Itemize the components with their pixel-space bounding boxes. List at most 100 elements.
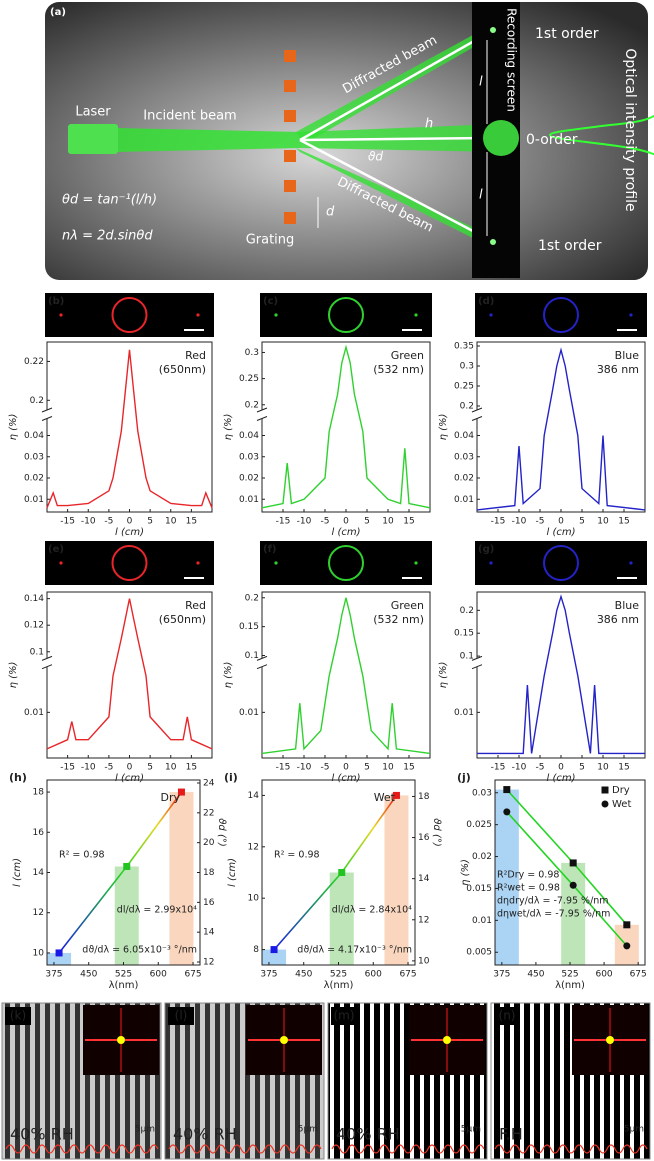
label: l (479, 75, 483, 90)
chart-title: Blue (615, 599, 640, 612)
x-tick-label: -10 (81, 763, 96, 773)
x-tick-label: 10 (165, 763, 177, 773)
y-tick-label: 0.02 (472, 852, 492, 862)
y2-tick-label: 14 (203, 928, 215, 938)
y-tick-label: 0.12 (24, 621, 44, 631)
x-tick-label: -5 (104, 517, 113, 527)
y-tick-label: 0.02 (454, 474, 474, 484)
spot (629, 561, 633, 565)
x-tick-label: 5 (147, 763, 153, 773)
spot (489, 313, 493, 317)
y2-axis-label: ϑd (°) (216, 818, 227, 847)
y-tick-label: 0.15 (239, 622, 259, 632)
y-tick-label: 0.3 (460, 362, 474, 372)
panel-label: (i) (224, 771, 238, 784)
label-box (168, 1007, 194, 1025)
legend-label: Wet (612, 799, 631, 810)
spot (629, 313, 633, 317)
y-tick-label: 8 (253, 945, 259, 955)
x-tick-label: 450 (295, 970, 312, 980)
panel-label: (c) (263, 296, 278, 307)
y-tick-label: 0.01 (24, 708, 44, 718)
point (338, 869, 346, 876)
y-tick-label: 0.1 (30, 647, 44, 657)
x-tick-label: 525 (115, 970, 132, 980)
chart-subtitle: (650nm) (159, 613, 206, 626)
spot (274, 313, 278, 317)
x-tick-label: 0 (558, 517, 564, 527)
chart-title: Red (185, 349, 206, 362)
spot (196, 561, 200, 565)
y-tick-label: 0.01 (454, 708, 474, 718)
highlight-band (494, 789, 519, 965)
y-tick-label: 10 (248, 894, 260, 904)
annotation: dϑ/dλ = 4.17x10⁻³ °/nm (297, 945, 412, 956)
label-box (5, 1007, 31, 1025)
ring (543, 297, 579, 333)
x-tick-label: 10 (382, 517, 394, 527)
x-tick-label: -10 (512, 763, 527, 773)
x-tick-label: 15 (403, 517, 414, 527)
first-spot (490, 239, 496, 245)
y-axis-label: η (%) (8, 662, 19, 689)
spot (59, 313, 63, 317)
panel-a: (a) Laser Incident beam Diffracted beam … (45, 2, 654, 280)
profile-trace (494, 1144, 648, 1154)
label: l (479, 188, 483, 203)
x-tick-label: 675 (184, 970, 201, 980)
label: Grating (246, 233, 295, 248)
panel-label: (f) (263, 544, 277, 555)
intensity-profile (548, 111, 654, 169)
profile-trace (331, 1144, 485, 1154)
spot (59, 561, 63, 565)
panel-label: (l) (175, 1009, 188, 1023)
label: Laser (75, 105, 111, 120)
y-tick-label: 14 (33, 868, 45, 878)
spot (414, 313, 418, 317)
condition-label: 40% RH (336, 1125, 400, 1144)
point (123, 862, 131, 870)
x-tick-label: 15 (618, 517, 629, 527)
x-axis-label: l (cm) (115, 773, 144, 784)
spot (274, 561, 278, 565)
panel-label: (e) (48, 544, 64, 555)
annotation: R²wet = 0.98 (497, 883, 560, 894)
annotation: dl/dλ = 2.99x10⁴ (117, 905, 197, 916)
annotation: Wet (374, 791, 396, 804)
y-tick-label: 0.2 (30, 396, 44, 406)
x-tick-label: 5 (579, 517, 585, 527)
axis-break (258, 410, 266, 419)
fft-center (443, 1036, 451, 1044)
chart-title: Red (185, 599, 206, 612)
y-tick-label: 0.2 (460, 402, 474, 412)
condition-label: F.H (499, 1125, 523, 1144)
axis-break (473, 658, 481, 667)
panel-label: (m) (333, 1009, 354, 1023)
line-series (261, 344, 431, 509)
point (503, 808, 511, 816)
y2-tick-label: 16 (203, 898, 215, 908)
x-tick-label: 600 (595, 970, 612, 980)
x-tick-label: 5 (364, 763, 370, 773)
y-tick-label: 0.04 (239, 431, 259, 441)
y-tick-label: 18 (33, 788, 45, 798)
x-tick-label: 450 (527, 970, 544, 980)
break-mark (256, 655, 268, 670)
profile-trace (168, 1144, 322, 1154)
y-tick-label: 0.15 (454, 629, 474, 639)
y-tick-label: 0.22 (24, 357, 44, 367)
y-tick-label: 0.01 (24, 495, 44, 505)
label: d (326, 205, 335, 220)
line-series (46, 349, 213, 509)
x-tick-label: 600 (150, 970, 167, 980)
highlight-band (114, 866, 139, 965)
label-box (494, 1007, 520, 1025)
label: Recording screen (505, 8, 519, 112)
spot (489, 561, 493, 565)
x-tick-label: 450 (80, 970, 97, 980)
line-series (46, 598, 213, 750)
y-tick-label: 0.1 (460, 652, 474, 662)
panel-label: (b) (48, 296, 64, 307)
y-tick-label: 0.14 (24, 594, 44, 604)
